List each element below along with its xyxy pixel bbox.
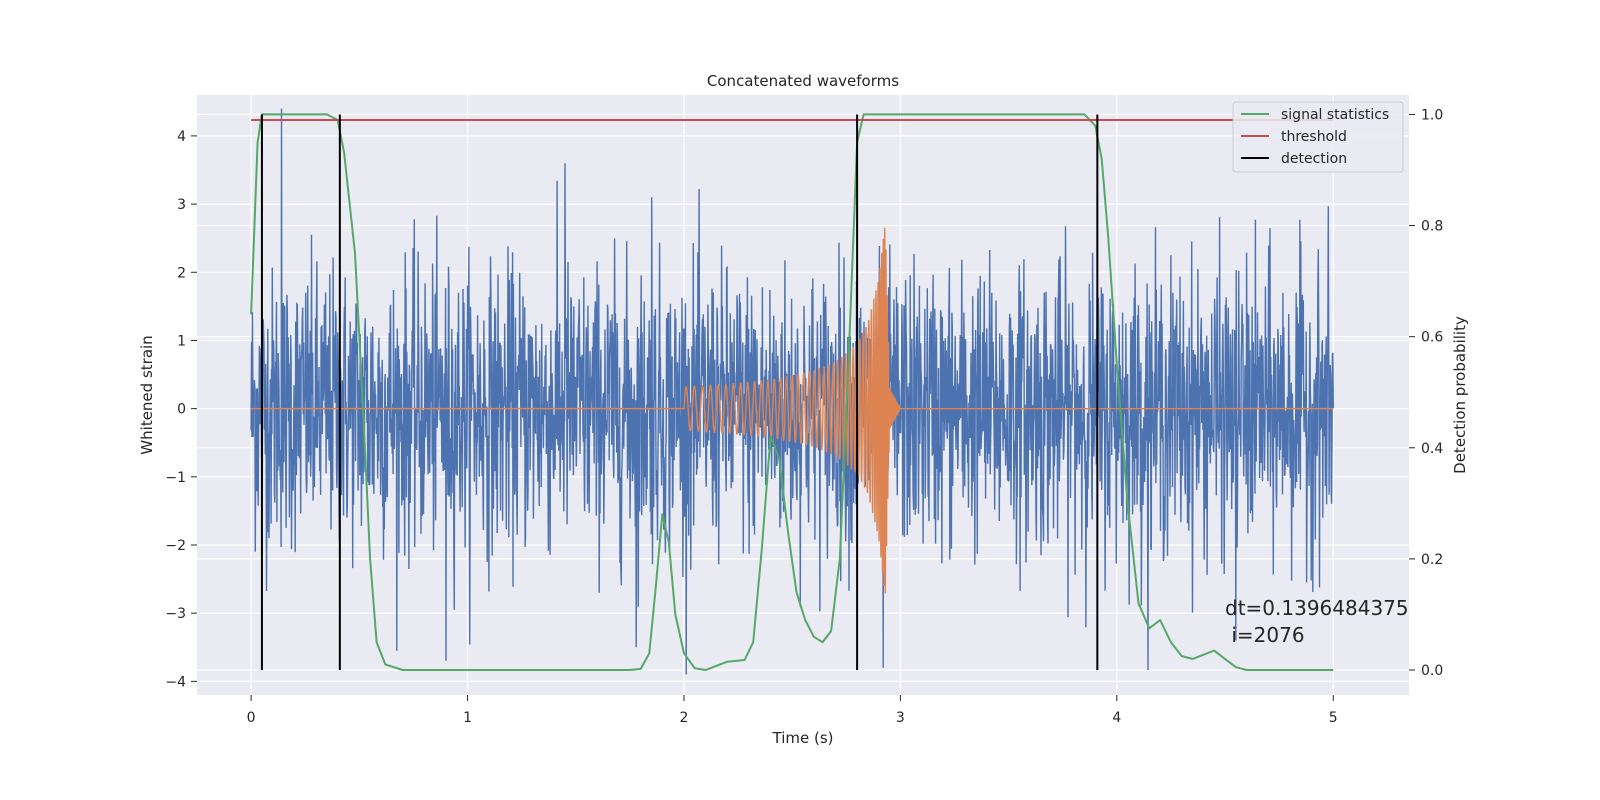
y-tick-label: 4	[177, 129, 186, 145]
y-tick-label: −4	[165, 674, 186, 690]
x-tick-label: 4	[1112, 710, 1121, 726]
y-tick-label: −3	[165, 606, 186, 622]
ticks: 0 1 2 3 4 5 4 3 2 1 0 −1 −2 −3 −4 1.0 0.8 0.6 0.4 0.2 0.0	[165, 107, 1443, 726]
y-axis-label: Whitened strain	[138, 335, 156, 454]
y2-tick-label: 0.0	[1421, 663, 1443, 679]
legend-label-signal-statistics: signal statistics	[1281, 107, 1389, 123]
signal-statistics-line	[250, 113, 1334, 671]
legend-label-threshold: threshold	[1281, 129, 1347, 145]
y-tick-label: 0	[177, 402, 186, 418]
x-tick-label: 3	[896, 710, 905, 726]
legend-box	[1232, 101, 1404, 173]
legend: signal statistics threshold detection	[1232, 101, 1404, 173]
x-tick-label: 2	[680, 710, 689, 726]
x-tick-label: 1	[463, 710, 472, 726]
chart-title: Concatenated waveforms	[707, 72, 899, 90]
y-tick-label: −1	[165, 470, 186, 486]
y-tick-label: 2	[177, 265, 186, 281]
x-axis-label: Time (s)	[772, 729, 834, 747]
y2-tick-label: 0.2	[1421, 552, 1443, 568]
strain-noise-line	[250, 108, 1334, 675]
y2-tick-label: 0.4	[1421, 441, 1443, 457]
annotation-dt: dt=0.1396484375	[1225, 596, 1409, 620]
x-tick-label: 0	[247, 710, 256, 726]
y2-tick-label: 0.6	[1421, 330, 1443, 346]
y-tick-label: 3	[177, 197, 186, 213]
y2-tick-label: 1.0	[1421, 107, 1443, 123]
chirp-waveform-line	[251, 227, 1334, 594]
y2-tick-label: 0.8	[1421, 219, 1443, 235]
y2-axis-label: Detection probability	[1451, 316, 1469, 474]
annotation-i: i=2076	[1225, 623, 1305, 647]
x-tick-label: 5	[1329, 710, 1338, 726]
y-tick-label: −2	[165, 538, 186, 554]
series-layer	[250, 108, 1334, 675]
legend-label-detection: detection	[1281, 151, 1347, 167]
y-tick-label: 1	[177, 333, 186, 349]
